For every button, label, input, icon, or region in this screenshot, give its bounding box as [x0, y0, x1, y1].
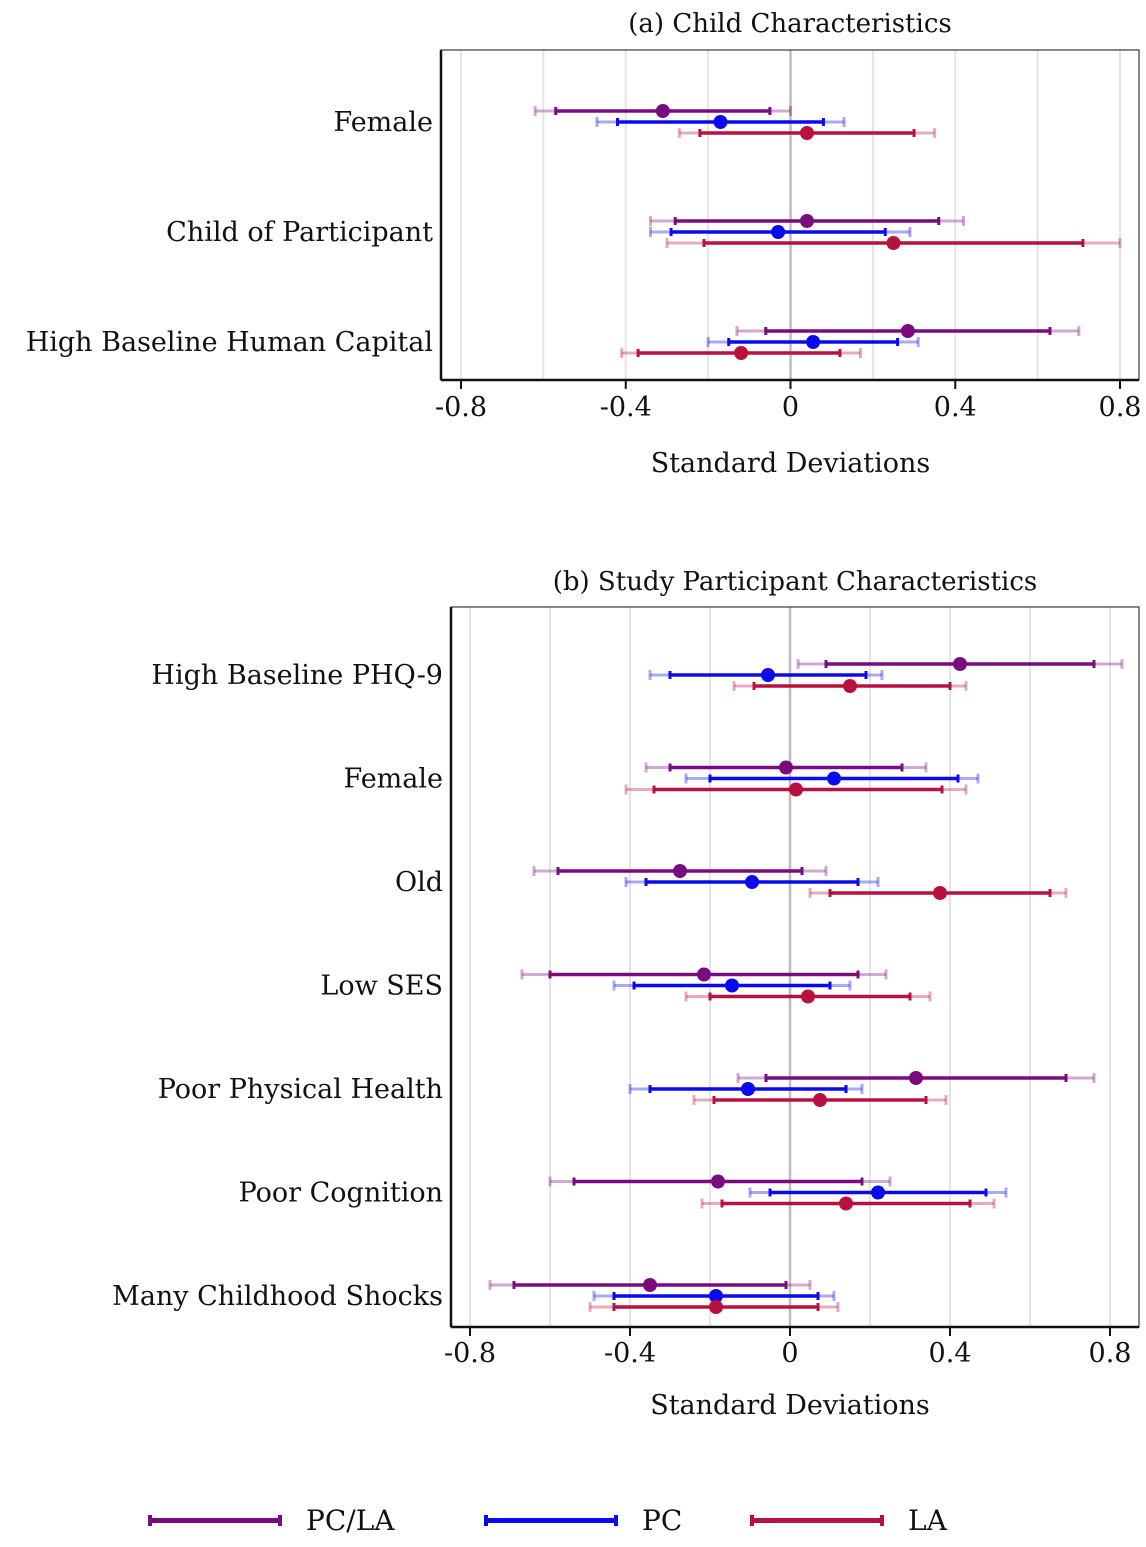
category-label: Poor Cognition: [239, 1178, 443, 1209]
legend-label-pc: PC: [642, 1503, 683, 1537]
point-estimate: [779, 760, 793, 775]
panel-a: (a) Child Characteristics -0.8 -0.4 0 0.4 0.8…: [26, 9, 1142, 479]
point-estimate: [734, 346, 749, 360]
category-label: Old: [395, 867, 443, 898]
x-tick-label: 0.8: [1099, 392, 1142, 423]
category-label: Many Childhood Shocks: [112, 1281, 443, 1312]
figure: (a) Child Characteristics -0.8 -0.4 0 0.4 0.8…: [26, 9, 1142, 1421]
x-tick-label: 0.4: [934, 392, 977, 423]
legend-swatch-pc: [484, 1514, 618, 1526]
point-estimate: [886, 236, 901, 250]
legend-item-la: LA: [750, 1496, 947, 1544]
point-estimate: [909, 1071, 923, 1085]
x-tick-label: 0.4: [929, 1338, 972, 1369]
point-estimate: [827, 771, 841, 786]
chart-title: (a) Child Characteristics: [628, 9, 951, 39]
legend-swatch-pcla: [148, 1514, 282, 1526]
point-estimate: [673, 864, 687, 878]
x-tick-label: -0.8: [444, 1338, 496, 1369]
point-estimate: [871, 1185, 885, 1200]
point-estimate: [789, 782, 803, 797]
point-estimate: [697, 967, 711, 982]
point-estimate: [953, 657, 967, 671]
x-tick-label: -0.4: [600, 392, 652, 423]
point-estimate: [771, 225, 786, 239]
point-estimate: [801, 989, 815, 1004]
x-tick-label: -0.4: [604, 1338, 656, 1369]
point-estimate: [799, 126, 814, 140]
point-estimate: [933, 886, 947, 900]
x-tick-label: 0: [781, 1338, 798, 1369]
plot-frame: [450, 606, 1140, 1328]
point-estimate: [900, 324, 915, 338]
legend-swatch-la: [750, 1514, 884, 1526]
point-estimate: [725, 978, 739, 993]
category-label: Low SES: [320, 971, 443, 1002]
point-estimate: [709, 1300, 723, 1314]
legend-item-pcla: PC/LA: [148, 1496, 395, 1544]
category-label: Poor Physical Health: [158, 1074, 443, 1105]
point-estimate: [709, 1289, 723, 1303]
point-estimate: [713, 115, 728, 129]
point-estimate: [806, 335, 821, 349]
category-label: Female: [333, 107, 433, 138]
point-estimate: [843, 679, 857, 693]
point-estimate: [799, 214, 814, 228]
category-label: High Baseline Human Capital: [26, 327, 433, 358]
category-label: High Baseline PHQ-9: [151, 660, 443, 691]
category-label: Child of Participant: [166, 217, 433, 248]
legend: PC/LA PC LA: [0, 1496, 1146, 1546]
point-estimate: [745, 875, 759, 889]
legend-label-pcla: PC/LA: [306, 1503, 395, 1537]
point-estimate: [761, 668, 775, 682]
panel-b: (b) Study Participant Characteristics -0.…: [112, 567, 1140, 1421]
x-axis-label: Standard Deviations: [651, 448, 931, 479]
chart-title: (b) Study Participant Characteristics: [553, 567, 1038, 597]
point-estimate: [655, 104, 670, 118]
category-label: Female: [343, 764, 443, 795]
x-tick-label: 0: [782, 392, 799, 423]
point-estimate: [643, 1278, 657, 1292]
x-tick-label: -0.8: [435, 392, 487, 423]
point-estimate: [741, 1082, 755, 1096]
point-estimate: [711, 1174, 725, 1189]
legend-label-la: LA: [908, 1503, 947, 1537]
x-tick-label: 0.8: [1089, 1338, 1132, 1369]
point-estimate: [813, 1093, 827, 1107]
x-axis-label: Standard Deviations: [650, 1390, 930, 1421]
legend-item-pc: PC: [484, 1496, 682, 1544]
point-estimate: [839, 1196, 853, 1211]
